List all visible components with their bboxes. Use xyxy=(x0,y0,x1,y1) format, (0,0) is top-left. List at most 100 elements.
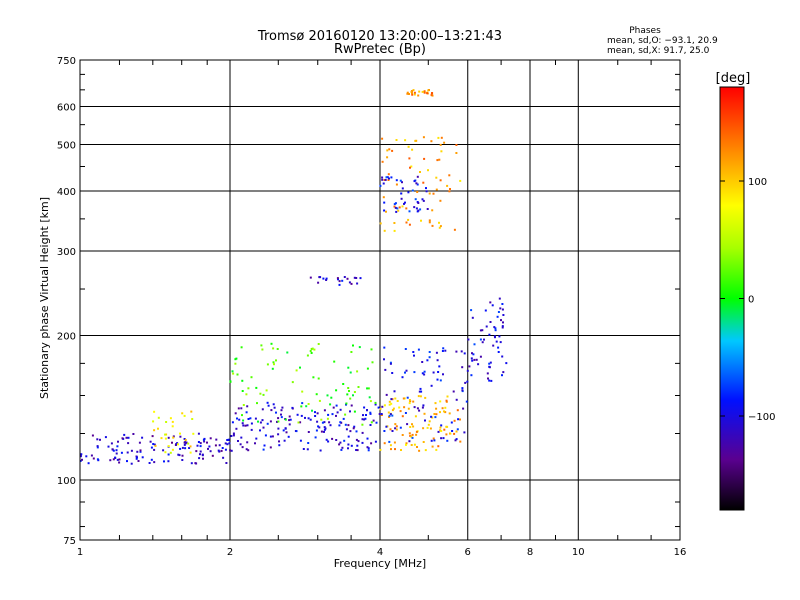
data-point xyxy=(356,444,359,447)
data-point xyxy=(394,397,397,400)
data-point xyxy=(232,372,235,375)
data-point xyxy=(477,363,480,366)
data-point xyxy=(247,418,250,420)
data-point xyxy=(436,378,439,381)
data-point xyxy=(332,406,335,409)
data-point xyxy=(232,432,235,435)
data-point xyxy=(311,409,313,412)
data-point xyxy=(390,176,393,179)
data-point xyxy=(412,89,415,92)
data-point xyxy=(496,315,499,318)
data-point xyxy=(435,407,438,410)
data-point xyxy=(350,404,353,407)
data-point xyxy=(176,442,179,445)
data-point xyxy=(411,93,414,96)
data-point xyxy=(183,438,186,440)
data-point xyxy=(310,352,313,354)
data-point xyxy=(430,140,433,143)
data-point xyxy=(417,348,420,351)
data-point xyxy=(501,374,503,377)
data-point xyxy=(318,426,321,429)
data-point xyxy=(305,405,308,408)
data-point xyxy=(421,372,424,375)
data-point xyxy=(343,276,346,278)
data-point xyxy=(424,449,427,452)
data-point xyxy=(197,432,200,435)
data-point xyxy=(378,413,381,415)
data-point xyxy=(361,418,364,421)
data-point xyxy=(111,448,114,451)
data-point xyxy=(344,423,347,426)
data-point xyxy=(437,371,440,373)
data-point xyxy=(362,414,364,417)
data-point xyxy=(470,374,473,377)
data-point xyxy=(370,348,373,351)
data-point xyxy=(91,434,94,437)
stats-title: Phases xyxy=(629,26,661,36)
data-point xyxy=(296,413,299,416)
data-point xyxy=(442,373,444,376)
data-point xyxy=(418,390,421,393)
data-point xyxy=(331,437,334,440)
data-point xyxy=(502,371,505,374)
data-point xyxy=(198,457,201,460)
data-point xyxy=(179,435,182,438)
data-point xyxy=(278,444,281,447)
data-point xyxy=(413,180,416,183)
data-point xyxy=(347,387,350,389)
data-point xyxy=(407,191,410,194)
y-tick-label: 75 xyxy=(63,536,76,547)
data-point xyxy=(383,442,386,445)
data-point xyxy=(320,418,323,421)
data-point xyxy=(121,437,124,440)
data-point xyxy=(432,371,435,374)
data-point xyxy=(92,457,95,460)
data-point xyxy=(179,447,182,450)
data-point xyxy=(405,369,408,372)
data-point xyxy=(428,356,431,359)
data-point xyxy=(437,136,440,139)
data-point xyxy=(411,148,414,151)
data-point xyxy=(371,361,374,364)
data-point xyxy=(125,436,128,439)
data-point xyxy=(388,440,391,443)
data-point xyxy=(271,435,274,438)
data-point xyxy=(187,442,190,445)
data-point xyxy=(423,373,426,376)
data-point xyxy=(240,436,243,439)
colorbar-tick-label: −100 xyxy=(748,412,775,423)
data-point xyxy=(411,436,414,439)
data-point xyxy=(501,326,504,329)
data-point xyxy=(333,360,336,363)
data-point xyxy=(319,276,322,279)
data-point xyxy=(401,187,404,190)
data-point xyxy=(235,357,238,360)
data-point xyxy=(271,367,274,370)
data-point xyxy=(401,415,404,418)
data-point xyxy=(241,414,243,417)
data-point xyxy=(90,454,93,457)
data-point xyxy=(422,136,425,139)
data-point xyxy=(411,92,413,95)
data-point xyxy=(250,376,253,379)
data-point xyxy=(408,432,411,435)
data-point xyxy=(459,418,461,421)
data-point xyxy=(417,202,420,204)
data-point xyxy=(171,420,174,423)
data-point xyxy=(363,406,366,409)
data-point xyxy=(345,403,347,406)
data-point xyxy=(442,437,445,440)
data-point xyxy=(448,174,451,177)
data-point xyxy=(326,417,329,420)
data-point xyxy=(201,454,204,457)
data-point xyxy=(442,347,445,350)
data-point xyxy=(256,402,258,405)
data-point xyxy=(246,424,249,427)
data-point xyxy=(335,439,338,441)
data-point xyxy=(315,393,318,396)
data-point xyxy=(391,398,394,401)
data-point xyxy=(79,459,82,462)
data-point xyxy=(136,456,138,459)
data-point xyxy=(342,383,345,385)
data-point xyxy=(261,408,264,411)
